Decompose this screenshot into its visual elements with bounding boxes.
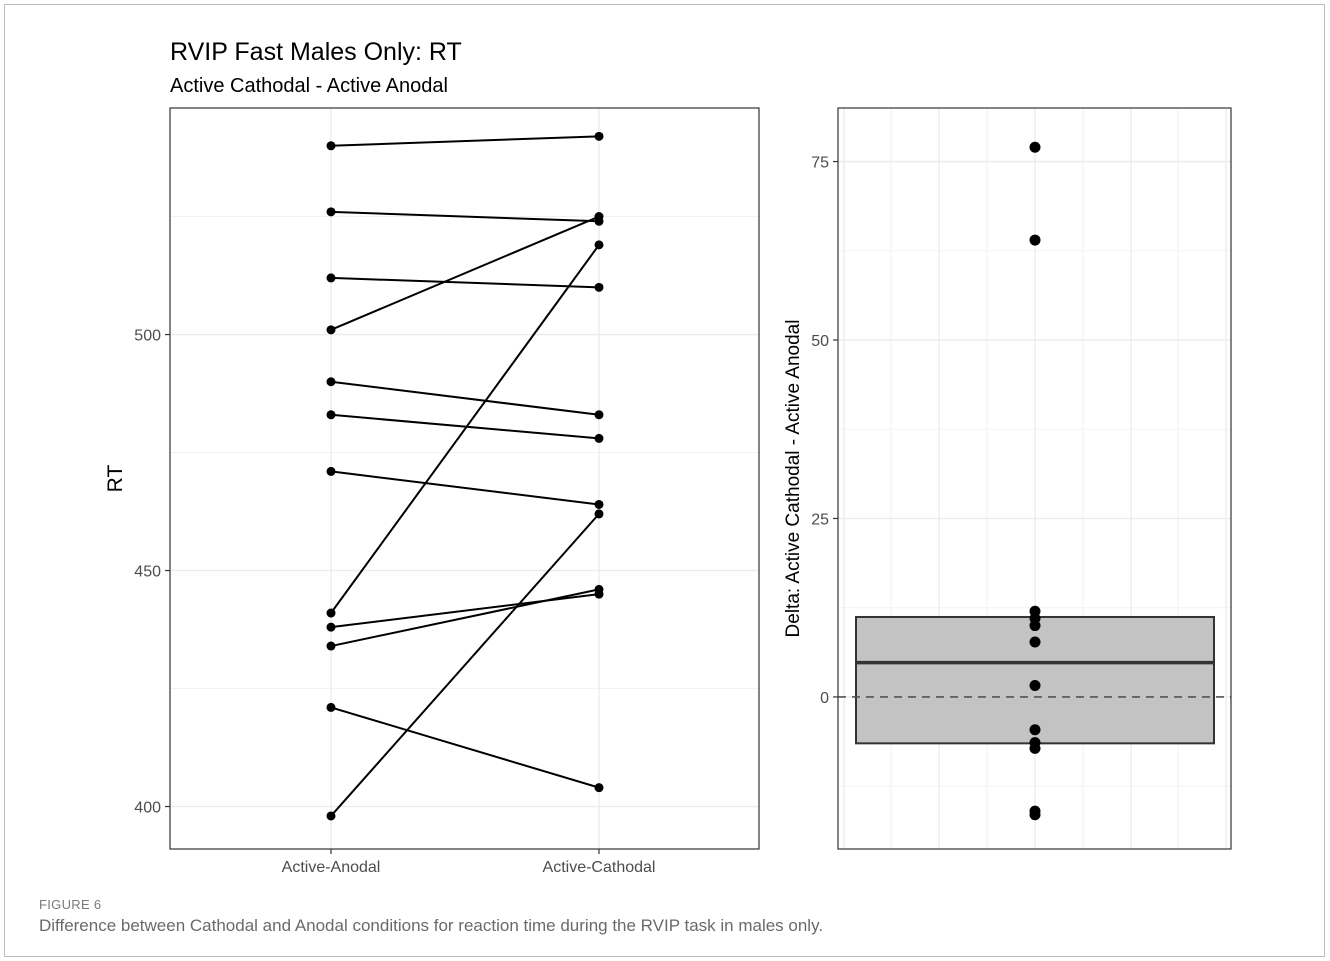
- data-point: [594, 212, 604, 222]
- data-point: [326, 207, 336, 217]
- pair-line: [330, 276, 600, 289]
- data-point: [594, 282, 604, 292]
- pair-line: [330, 513, 600, 817]
- pair-line: [330, 470, 600, 506]
- y-axis-title: Delta: Active Cathodal - Active Anodal: [783, 320, 804, 638]
- chart-subtitle: Active Cathodal - Active Anodal: [170, 75, 448, 97]
- data-point: [594, 783, 604, 793]
- data-point: [594, 240, 604, 250]
- x-tick-label: Active-Anodal: [282, 859, 381, 876]
- pair-line: [330, 210, 600, 223]
- data-point: [326, 377, 336, 387]
- data-point: [594, 433, 604, 443]
- data-point: [326, 622, 336, 632]
- y-tick-label: 400: [134, 800, 161, 817]
- data-point: [326, 811, 336, 821]
- x-tick-label: Active-Cathodal: [543, 859, 656, 876]
- pair-line: [330, 706, 600, 789]
- data-point: [594, 131, 604, 141]
- pair-line: [330, 380, 600, 416]
- pair-line: [330, 413, 600, 440]
- pair-line: [330, 588, 600, 648]
- data-point: [326, 608, 336, 618]
- pair-line: [330, 135, 600, 147]
- y-tick-label: 50: [811, 333, 829, 350]
- y-tick-label: 450: [134, 564, 161, 581]
- y-tick-label: 0: [820, 690, 829, 707]
- figure-caption: Difference between Cathodal and Anodal c…: [39, 916, 824, 935]
- data-point: [326, 641, 336, 651]
- data-point: [326, 325, 336, 335]
- data-point: [594, 584, 604, 594]
- data-point: [326, 273, 336, 283]
- paired-rt-panel: 400 450 500 Active-Anodal Active-Cathodal RT: [104, 107, 760, 876]
- y-tick-label: 25: [811, 511, 829, 528]
- delta-point: [1029, 620, 1041, 632]
- delta-point: [1029, 680, 1041, 692]
- figure-frame: [4, 4, 1325, 957]
- delta-point: [1029, 809, 1041, 821]
- delta-point: [1029, 724, 1041, 736]
- data-point: [326, 141, 336, 151]
- data-point: [594, 499, 604, 509]
- data-point: [326, 410, 336, 420]
- panel-border: [169, 107, 760, 850]
- y-tick-label: 75: [811, 155, 829, 172]
- delta-point: [1029, 742, 1041, 754]
- figure-label: FIGURE 6: [39, 897, 102, 912]
- data-point: [594, 410, 604, 420]
- data-point: [326, 702, 336, 712]
- delta-boxplot-panel: 0 25 50 75 Delta: Active Cathodal - Active A…: [783, 107, 1232, 850]
- chart-title: RVIP Fast Males Only: RT: [170, 38, 462, 66]
- delta-point: [1029, 141, 1041, 153]
- pair-line: [330, 215, 600, 331]
- pair-line: [330, 593, 600, 629]
- y-tick-label: 500: [134, 328, 161, 345]
- delta-point: [1029, 234, 1041, 246]
- data-point: [594, 509, 604, 519]
- delta-point: [1029, 636, 1041, 648]
- y-axis-title: RT: [104, 465, 127, 493]
- data-point: [326, 466, 336, 476]
- pair-line: [330, 244, 600, 614]
- panel-border: [837, 107, 1232, 850]
